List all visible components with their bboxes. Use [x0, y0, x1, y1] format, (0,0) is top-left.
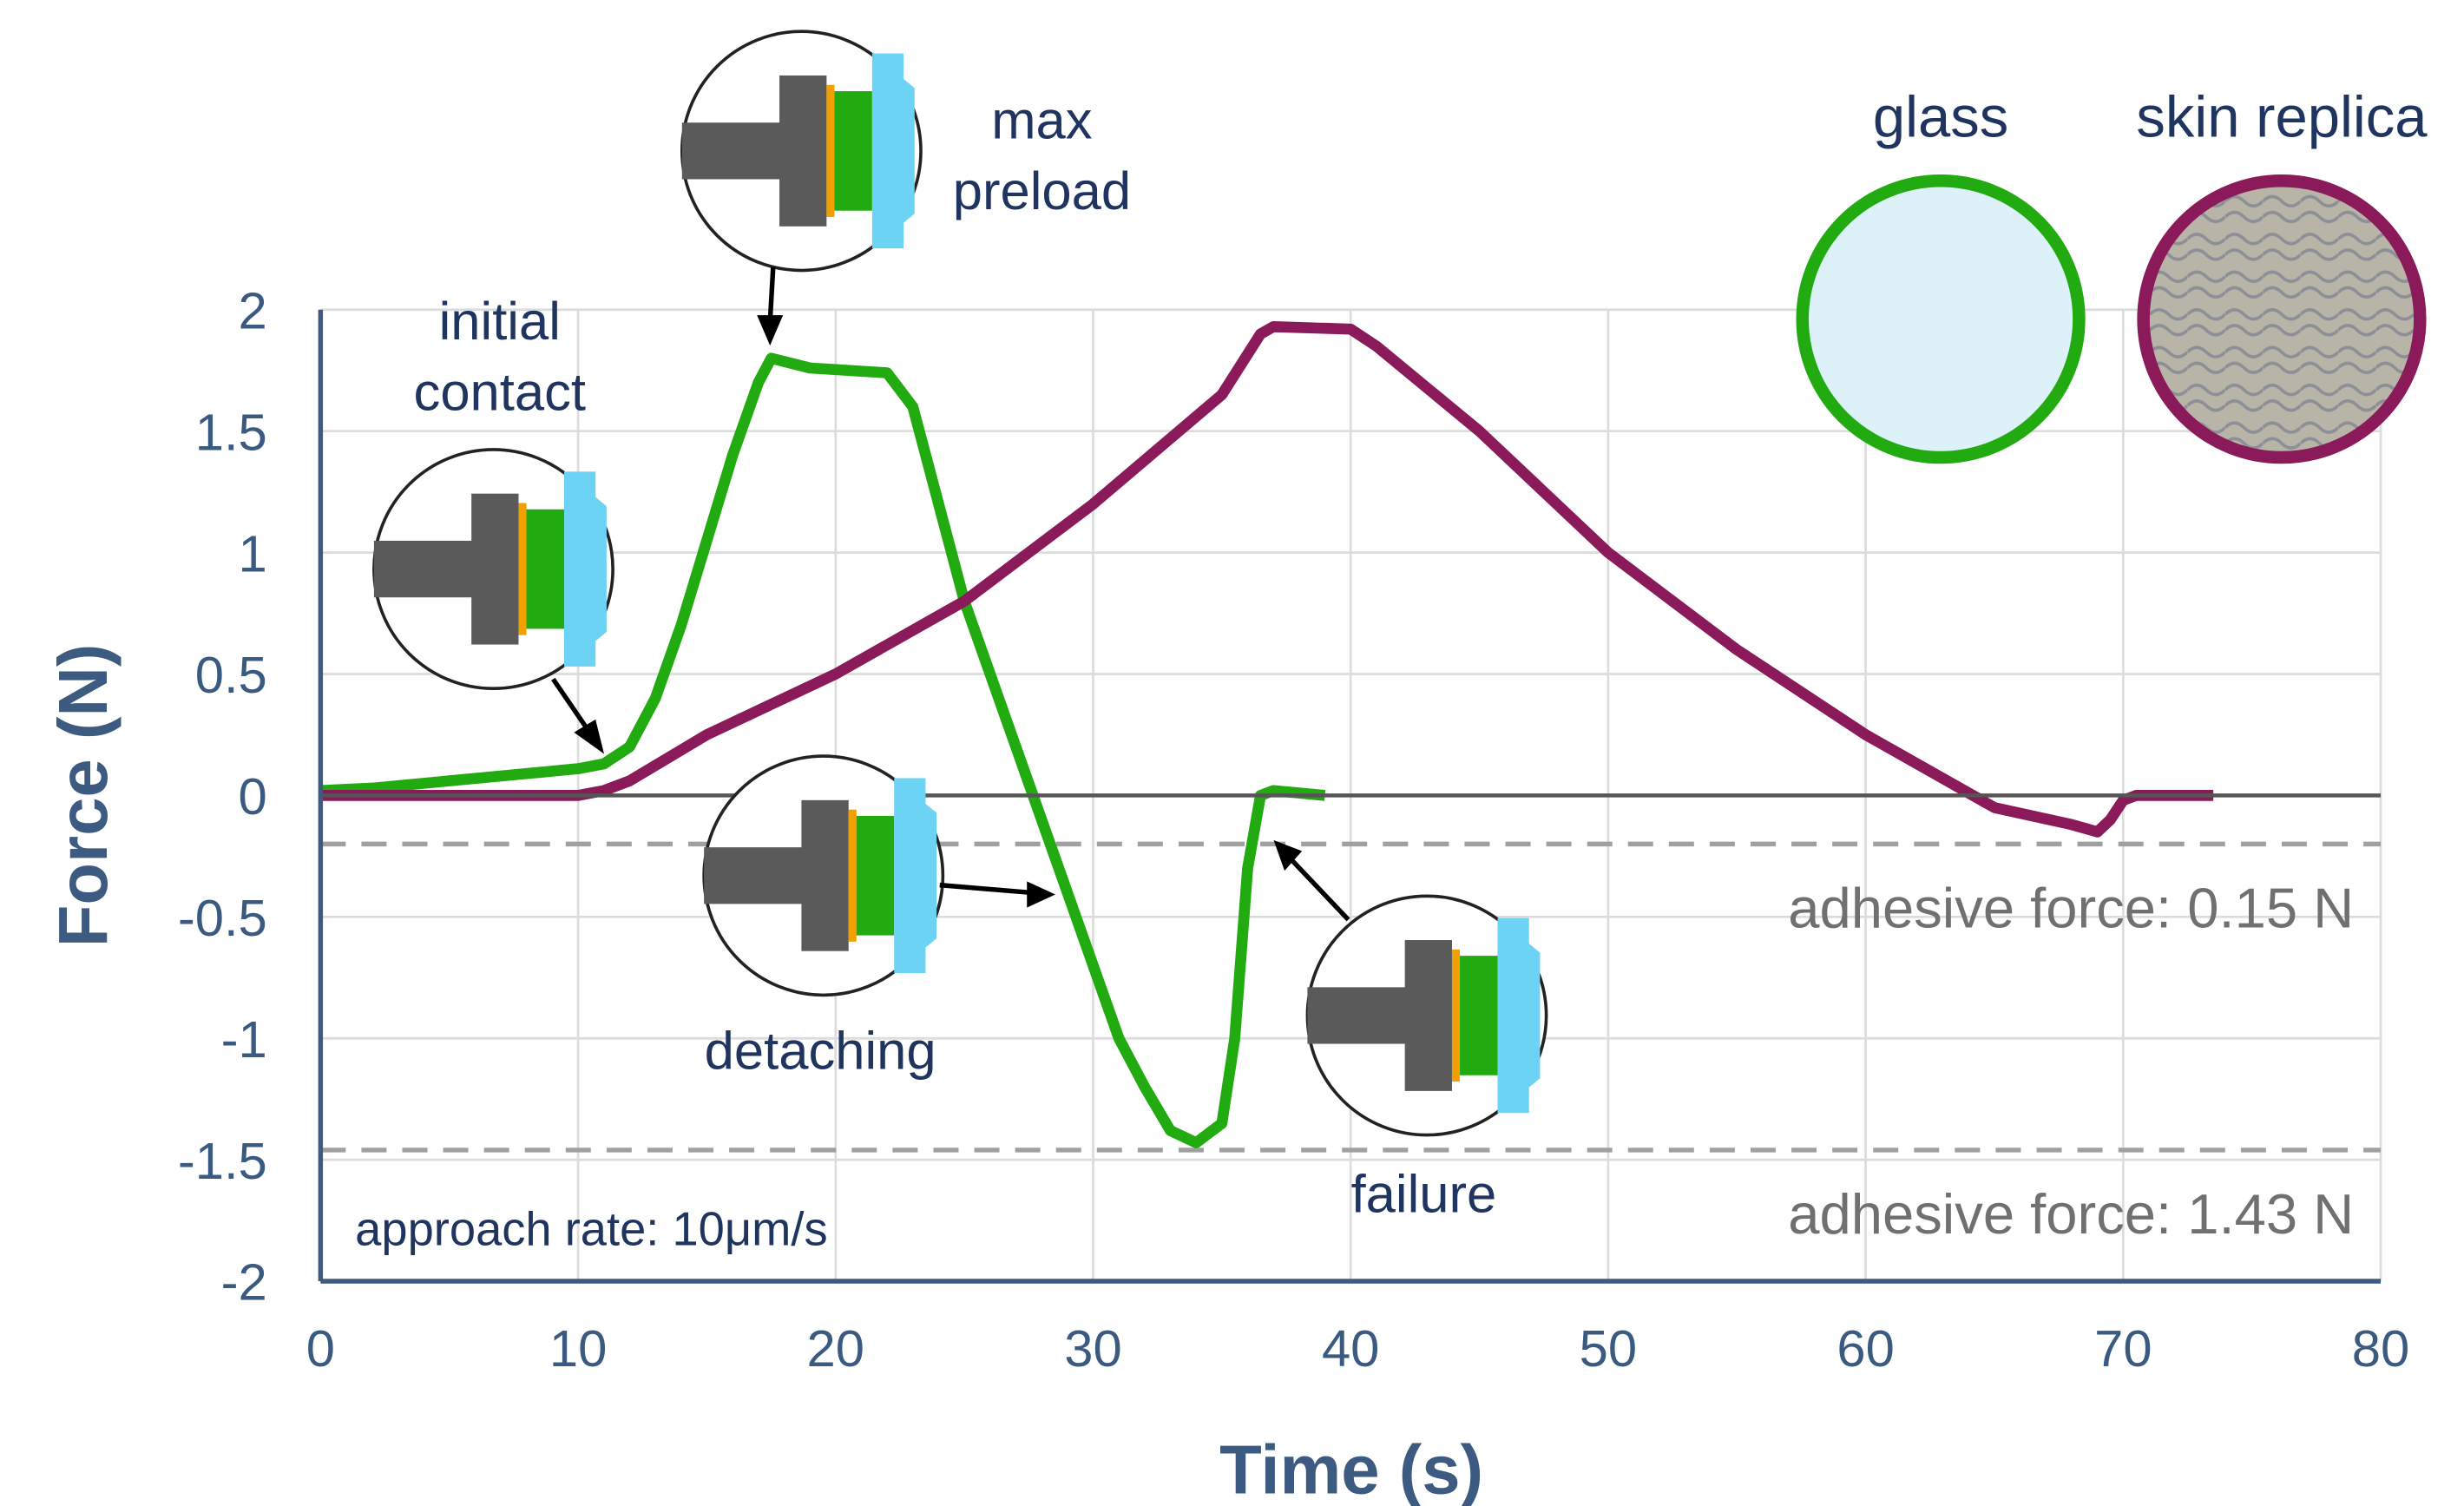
- icon-initial-contact: [374, 450, 613, 688]
- x-tick-label: 30: [1064, 1319, 1121, 1378]
- y-tick-label: 2: [239, 282, 267, 340]
- y-tick-label: 1: [239, 524, 267, 582]
- y-tick-label: 1.5: [195, 403, 267, 461]
- page: {"chart_data": { "type": "line", "xlabel…: [0, 0, 2464, 1506]
- annotation: max: [991, 90, 1092, 150]
- y-tick-label: -0.5: [178, 889, 267, 947]
- x-tick-label: 0: [306, 1319, 335, 1378]
- legend-label: skin replica: [2136, 85, 2428, 150]
- x-tick-label: 20: [807, 1319, 864, 1378]
- legend-label: glass: [1873, 85, 2008, 150]
- x-axis-title: Time (s): [1219, 1431, 1483, 1506]
- x-tick-label: 60: [1837, 1319, 1894, 1378]
- annotation: approach rate: 10μm/s: [355, 1202, 827, 1255]
- reference-label: adhesive force: 0.15 N: [1788, 876, 2354, 939]
- y-tick-label: -2: [221, 1253, 267, 1312]
- x-tick-label: 10: [549, 1319, 607, 1378]
- legend-swatch: [2144, 181, 2421, 457]
- annotation: initial: [439, 292, 561, 352]
- legend-swatch: [1803, 181, 2080, 457]
- annotation: detaching: [705, 1022, 936, 1082]
- x-tick-label: 50: [1580, 1319, 1637, 1378]
- annotation: failure: [1351, 1164, 1497, 1224]
- y-tick-label: -1: [221, 1010, 267, 1069]
- annotation: preload: [953, 161, 1131, 221]
- y-tick-label: 0: [239, 767, 267, 825]
- icon-max-preload: [682, 31, 921, 270]
- y-tick-label: 0.5: [195, 646, 267, 704]
- icon-failure: [1307, 896, 1546, 1134]
- legend: glass skin replica: [1803, 85, 2428, 457]
- y-axis-title: Force (N): [44, 644, 122, 948]
- x-tick-label: 80: [2352, 1319, 2409, 1378]
- arrows: [553, 267, 1348, 920]
- chart: adhesive force: 0.15 N adhesive force: 1.…: [0, 0, 2464, 1506]
- x-tick-label: 40: [1322, 1319, 1379, 1378]
- x-tick-label: 70: [2094, 1319, 2152, 1378]
- y-tick-label: -1.5: [178, 1132, 267, 1190]
- reference-label: adhesive force: 1.43 N: [1788, 1182, 2354, 1246]
- icon-detaching: [704, 756, 943, 995]
- annotation: contact: [414, 363, 586, 423]
